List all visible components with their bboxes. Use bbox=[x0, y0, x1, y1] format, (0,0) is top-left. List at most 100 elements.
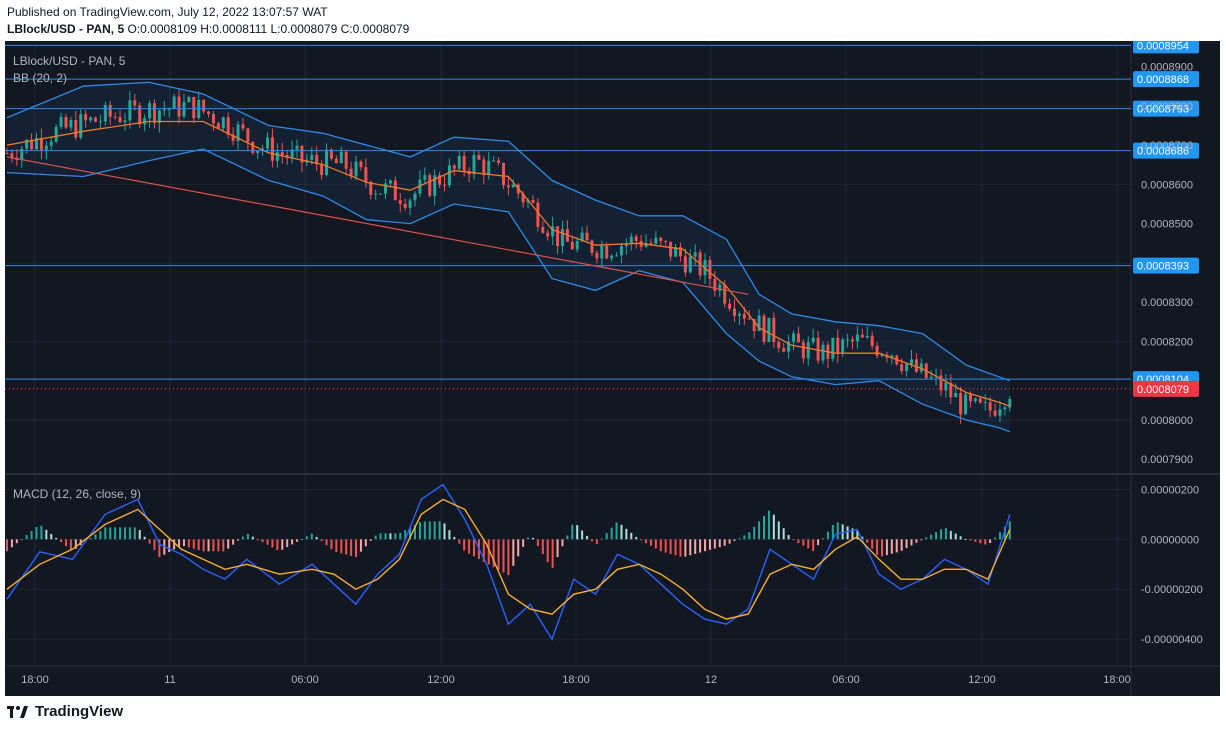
candle-body bbox=[870, 335, 874, 346]
candle-body bbox=[64, 116, 68, 128]
macd-histogram-bar bbox=[374, 535, 377, 540]
macd-histogram-bar bbox=[379, 533, 382, 540]
macd-histogram-bar bbox=[192, 539, 195, 549]
candle-body bbox=[162, 109, 166, 111]
macd-histogram-bar bbox=[50, 533, 53, 540]
candle-body bbox=[570, 241, 574, 250]
macd-histogram-bar bbox=[522, 539, 525, 547]
candle-body bbox=[93, 117, 97, 122]
candle-body bbox=[442, 184, 446, 186]
macd-histogram-bar bbox=[266, 539, 269, 545]
candle-body bbox=[315, 154, 319, 164]
candle-body bbox=[295, 145, 299, 150]
macd-histogram-bar bbox=[472, 539, 475, 557]
candle-body bbox=[457, 156, 461, 169]
candle-body bbox=[728, 303, 732, 309]
chart-canvas[interactable]: 0.00089540.00088680.00087930.00086860.00… bbox=[5, 41, 1220, 696]
candle-body bbox=[388, 180, 392, 184]
macd-histogram-bar bbox=[409, 527, 412, 540]
macd-histogram-bar bbox=[133, 527, 136, 540]
macd-histogram-bar bbox=[728, 539, 731, 544]
candle-body bbox=[133, 100, 137, 106]
candle-body bbox=[354, 161, 358, 177]
candle-body bbox=[782, 347, 786, 352]
candle-body bbox=[772, 317, 776, 343]
candle-body bbox=[747, 318, 751, 320]
macd-histogram-bar bbox=[689, 539, 692, 556]
macd-histogram-bar bbox=[876, 539, 879, 555]
candle-body bbox=[359, 161, 363, 168]
macd-histogram-bar bbox=[895, 539, 898, 553]
macd-histogram-bar bbox=[300, 538, 303, 540]
macd-histogram-bar bbox=[822, 538, 825, 540]
macd-histogram-bar bbox=[605, 533, 608, 540]
candle-body bbox=[959, 393, 963, 415]
candle-body bbox=[792, 333, 796, 342]
macd-histogram-bar bbox=[320, 539, 323, 542]
macd-histogram-bar bbox=[158, 539, 161, 557]
candle-body bbox=[143, 118, 147, 125]
tradingview-logo[interactable]: TradingView bbox=[7, 703, 123, 720]
price-axis-tick: 0.0008300 bbox=[1141, 297, 1193, 309]
symbol-label: LBlock/USD - PAN, 5 bbox=[7, 22, 125, 36]
candle-body bbox=[280, 152, 284, 156]
macd-histogram-bar bbox=[531, 537, 534, 540]
candle-body bbox=[226, 117, 230, 135]
macd-histogram-bar bbox=[217, 539, 220, 552]
candle-body bbox=[334, 158, 338, 164]
candle-body bbox=[905, 364, 909, 372]
macd-histogram-bar bbox=[802, 539, 805, 546]
last-price-badge bbox=[1133, 380, 1199, 397]
candle-body bbox=[428, 175, 432, 196]
macd-histogram-bar bbox=[645, 539, 648, 544]
macd-histogram-bar bbox=[433, 521, 436, 540]
candle-body bbox=[364, 167, 368, 183]
candle-body bbox=[733, 308, 737, 316]
candle-body bbox=[408, 200, 412, 208]
price-label-badge bbox=[1133, 142, 1199, 159]
macd-histogram-bar bbox=[222, 539, 225, 552]
candle-body bbox=[30, 139, 34, 150]
macd-histogram-bar bbox=[187, 539, 190, 548]
macd-histogram-bar bbox=[684, 539, 687, 557]
macd-histogram-bar bbox=[123, 527, 126, 540]
candle-body bbox=[447, 165, 451, 186]
macd-histogram-bar bbox=[369, 539, 372, 541]
candle-body bbox=[944, 382, 948, 391]
macd-histogram-bar bbox=[286, 539, 289, 548]
open-value: 0.0008109 bbox=[140, 22, 197, 36]
candle-body bbox=[752, 319, 756, 332]
candle-body bbox=[551, 226, 555, 237]
macd-histogram-bar bbox=[94, 534, 97, 540]
candle-body bbox=[339, 151, 343, 164]
macd-histogram-bar bbox=[15, 539, 18, 544]
macd-histogram-bar bbox=[664, 539, 667, 553]
macd-histogram-bar bbox=[930, 534, 933, 540]
macd-histogram-bar bbox=[831, 524, 834, 540]
macd-histogram-bar bbox=[708, 539, 711, 550]
macd-histogram-bar bbox=[527, 537, 530, 540]
macd-histogram-bar bbox=[969, 539, 972, 541]
candle-body bbox=[256, 150, 260, 154]
candle-body bbox=[560, 229, 564, 246]
candle-body bbox=[403, 203, 407, 208]
macd-axis-tick: 0.00000200 bbox=[1141, 484, 1199, 496]
candle-body bbox=[841, 339, 845, 354]
macd-histogram-bar bbox=[546, 539, 549, 563]
macd-histogram-bar bbox=[458, 539, 461, 544]
macd-histogram-bar bbox=[40, 525, 43, 540]
candle-body bbox=[398, 200, 402, 204]
candle-body bbox=[5, 152, 9, 154]
price-axis-tick: 0.0008600 bbox=[1141, 179, 1193, 191]
candle-body bbox=[585, 232, 589, 241]
chart-frame[interactable]: 0.0008954 0.0008868 0.0008793 0.0008686 0.00… bbox=[5, 41, 1220, 696]
candle-body bbox=[1003, 407, 1007, 410]
macd-histogram-bar bbox=[482, 539, 485, 562]
macd-histogram-bar bbox=[330, 539, 333, 550]
candle-body bbox=[413, 193, 417, 201]
price-axis-tick: 0.0008200 bbox=[1141, 336, 1193, 348]
candle-body bbox=[216, 123, 220, 129]
candle-body bbox=[865, 335, 869, 338]
macd-histogram-bar bbox=[197, 539, 200, 551]
candle-body bbox=[320, 163, 324, 175]
